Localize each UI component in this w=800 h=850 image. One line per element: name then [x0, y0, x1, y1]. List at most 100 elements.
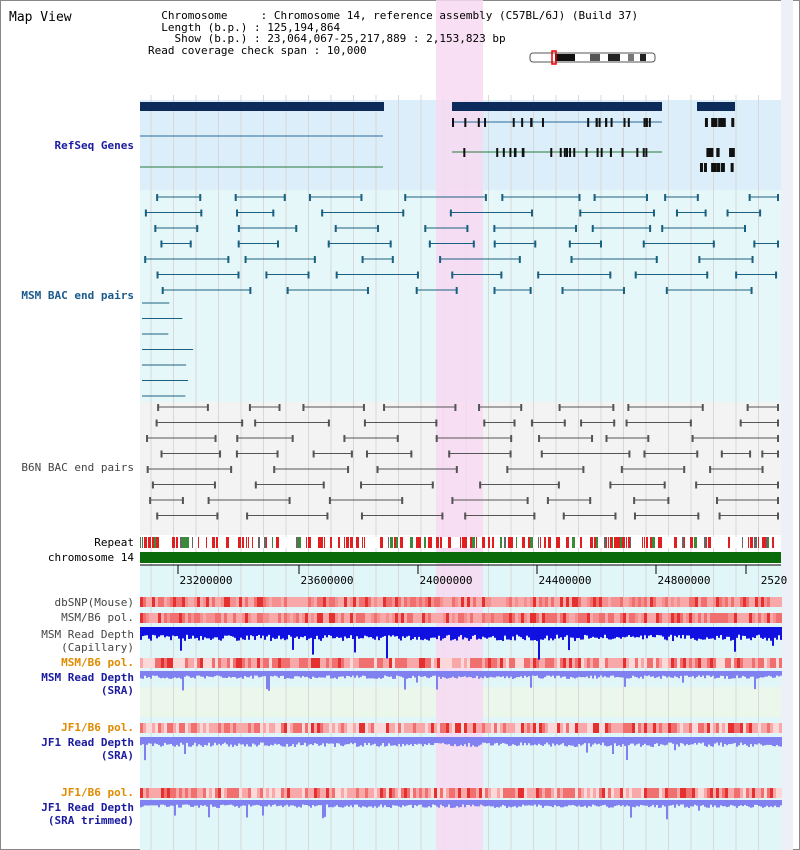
depth-bar — [728, 800, 730, 807]
depth-bar — [220, 671, 222, 677]
depth-bar — [580, 737, 582, 746]
track-label-msm-bac[interactable]: MSM BAC end pairs — [21, 289, 134, 302]
polymorphism-cell — [641, 658, 644, 668]
polymorphism-cell — [323, 658, 326, 668]
polymorphism-cell — [389, 723, 392, 733]
depth-bar — [746, 800, 748, 806]
polymorphism-cell — [566, 597, 569, 607]
polymorphism-cell — [146, 788, 149, 798]
polymorphism-cell — [716, 788, 719, 798]
depth-bar — [378, 671, 380, 678]
polymorphism-cell — [719, 788, 722, 798]
track-label-jf1-depth-trimmed[interactable]: JF1 Read Depth (SRA trimmed) — [41, 801, 134, 827]
polymorphism-cell — [299, 788, 302, 798]
polymorphism-cell — [743, 788, 746, 798]
depth-bar — [242, 671, 244, 679]
bac-end — [634, 271, 637, 279]
depth-bar — [162, 671, 164, 678]
bac-end — [455, 287, 458, 294]
repeat-element — [308, 537, 311, 548]
polymorphism-cell — [566, 658, 569, 668]
depth-bar — [370, 800, 372, 807]
track-label-jf1-b6-pol[interactable]: JF1/B6 pol. — [61, 721, 134, 734]
depth-bar — [538, 800, 540, 805]
depth-bar — [478, 671, 480, 679]
track-label-jf1-depth-sra[interactable]: JF1 Read Depth (SRA) — [41, 736, 134, 762]
bac-end — [706, 271, 709, 279]
track-label-refseq[interactable]: RefSeq Genes — [54, 139, 134, 152]
depth-bar — [244, 737, 246, 747]
polymorphism-cell — [173, 597, 176, 607]
ideogram-band — [640, 54, 646, 61]
exon — [569, 148, 572, 157]
polymorphism-cell — [260, 613, 263, 623]
polymorphism-cell — [692, 788, 695, 798]
depth-bar — [472, 737, 474, 746]
polymorphism-cell — [662, 658, 665, 668]
depth-bar — [504, 800, 506, 806]
depth-bar — [252, 671, 254, 679]
polymorphism-cell — [152, 613, 155, 623]
depth-bar — [674, 671, 676, 677]
depth-bar — [372, 671, 374, 679]
polymorphism-cell — [503, 613, 506, 623]
depth-bar — [520, 671, 522, 677]
depth-bar — [294, 800, 296, 807]
polymorphism-cell — [368, 597, 371, 607]
gene-bar — [452, 102, 662, 111]
polymorphism-cell — [146, 658, 149, 668]
depth-bar — [480, 627, 482, 640]
depth-bar — [632, 737, 634, 744]
depth-bar — [610, 671, 612, 676]
coverage-row: Read coverage check span : 10,000 — [148, 43, 367, 57]
polymorphism-cell — [725, 613, 728, 623]
polymorphism-cell — [440, 723, 443, 733]
repeat-element — [694, 537, 697, 548]
polymorphism-cell — [485, 613, 488, 623]
polymorphism-cell — [653, 658, 656, 668]
bac-end — [777, 194, 779, 201]
depth-bar — [300, 627, 302, 637]
repeat-element — [266, 537, 267, 548]
track-label-msm-b6-pol[interactable]: MSM/B6 pol. — [61, 611, 134, 624]
track-label-b6n-bac[interactable]: B6N BAC end pairs — [21, 461, 134, 474]
depth-bar — [420, 671, 422, 677]
depth-bar — [394, 800, 396, 806]
track-label-msm-depth-capillary[interactable]: MSM Read Depth (Capillary) — [41, 628, 134, 654]
depth-bar — [392, 737, 394, 746]
depth-bar — [766, 800, 768, 806]
track-label-repeat[interactable]: Repeat — [94, 536, 134, 549]
depth-bar — [146, 627, 148, 636]
bac-end — [620, 466, 623, 473]
polymorphism-cell — [329, 658, 332, 668]
depth-bar — [220, 627, 222, 641]
depth-bar — [742, 671, 744, 676]
track-label-msm-depth-sra[interactable]: MSM Read Depth (SRA) — [41, 671, 134, 697]
polymorphism-cell — [677, 723, 680, 733]
track-label-msm-b6-pol-2[interactable]: MSM/B6 pol. — [61, 656, 134, 669]
depth-bar — [574, 627, 576, 641]
polymorphism-cell — [554, 723, 557, 733]
polymorphism-cell — [383, 613, 386, 623]
depth-bar — [618, 627, 620, 638]
track-label-dbsnp[interactable]: dbSNP(Mouse) — [54, 596, 134, 609]
polymorphism-cell — [524, 723, 527, 733]
polymorphism-cell — [683, 597, 686, 607]
depth-bar — [532, 800, 534, 806]
track-label-chromosome[interactable]: chromosome 14 — [47, 551, 134, 564]
polymorphism-cell — [461, 597, 464, 607]
depth-bar — [542, 737, 544, 746]
exon — [600, 148, 603, 157]
track-label-jf1-b6-pol-2[interactable]: JF1/B6 pol. — [61, 786, 134, 799]
highlight-region — [436, 0, 483, 850]
polymorphism-cell — [185, 723, 188, 733]
depth-bar — [190, 627, 192, 639]
polymorphism-cell — [191, 658, 194, 668]
bac-end — [334, 225, 337, 232]
depth-bar — [566, 627, 568, 636]
polymorphism-cell — [470, 658, 473, 668]
repeat-element — [692, 537, 693, 548]
depth-bar — [642, 737, 644, 746]
polymorphism-cell — [194, 658, 197, 668]
